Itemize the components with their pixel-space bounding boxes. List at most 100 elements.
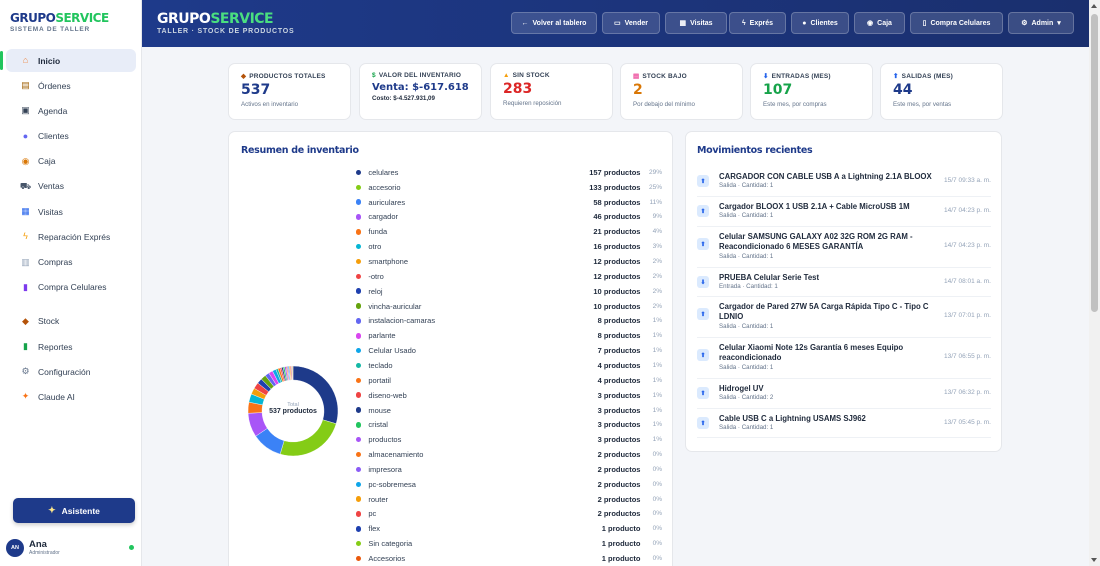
legend-dot [356, 526, 362, 532]
sidebar-item-clientes[interactable]: ● Clientes [6, 125, 136, 148]
legend-dot [356, 466, 362, 473]
legend-dot [356, 229, 362, 235]
category-count: 1 producto [601, 524, 641, 534]
movement-item[interactable]: ⬇ PRUEBA Celular Serie Test Entrada · Cant… [697, 269, 991, 297]
category-count: 12 productos [593, 257, 641, 267]
sidebar-item-compras[interactable]: ▥ Compras [6, 251, 136, 274]
legend-dot [356, 333, 362, 339]
scroll-down-arrow[interactable] [1091, 558, 1097, 562]
movement-subtext: Entrada · Cantidad: 1 [719, 283, 778, 290]
sidebar-nav: ⌂ Inicio ▤ Órdenes ▣ Agenda ● Clientes ◉ Caja ⛟ Ven… [0, 49, 142, 411]
movement-item[interactable]: ⬆ Cable USB C a Lightning USAMS SJ962 Sali… [697, 410, 991, 438]
header-compra-celulares-button[interactable]: ▯ Compra Celulares [910, 12, 1003, 34]
arrow-in-icon: ⬇ [763, 73, 769, 80]
scroll-up-arrow[interactable] [1091, 4, 1097, 8]
header-caja-button[interactable]: ◉ Caja [854, 12, 905, 34]
sidebar-item-label: Compras [38, 257, 73, 267]
stat-value: Venta: $-617.618 [372, 82, 469, 93]
category-count: 4 productos [597, 360, 641, 370]
sidebar-item-visitas[interactable]: ▦ Visitas [6, 200, 136, 223]
category-percent: 0% [652, 451, 663, 459]
inventory-category-row: portatil 4 productos 1% [356, 373, 662, 388]
inventory-category-row: diseno-web 3 productos 1% [356, 388, 662, 403]
home-icon: ⌂ [22, 55, 29, 65]
movement-item[interactable]: ⬆ CARGADOR CON CABLE USB A a Lightning 2.… [697, 168, 991, 197]
legend-dot [356, 422, 362, 428]
arrow-out-icon: ⬆ [697, 387, 709, 399]
category-count: 16 productos [593, 242, 641, 252]
sidebar-item-label: Claude AI [38, 391, 75, 402]
movement-item[interactable]: ⬆ Cargador BLOOX 1 USB 2.1A + Cable Micro… [697, 198, 991, 227]
sidebar-item-stock[interactable]: ◆ Stock [6, 310, 136, 333]
movement-subtext: Salida · Cantidad: 1 [719, 253, 774, 260]
category-percent: 1% [652, 421, 663, 429]
category-count: 12 productos [593, 271, 641, 281]
inventory-category-row: impresora 2 productos 0% [356, 462, 662, 477]
sidebar-item-reparacion-expres[interactable]: ϟ Reparación Exprés [6, 225, 136, 248]
arrow-left-icon: ← [521, 19, 529, 27]
header-button-label: Caja [877, 19, 892, 27]
stat-subtext: Requieren reposición [503, 100, 562, 107]
movement-item[interactable]: ⬆ Cargador de Pared 27W 5A Carga Rápida T… [697, 298, 991, 338]
header-button-label: Visitas [690, 19, 713, 27]
movement-item[interactable]: ⬆ Hidrogel UV Salida · Cantidad: 2 13/7 06:… [697, 380, 991, 409]
stat-subtext: Este mes, por ventas [893, 101, 952, 108]
scrollbar-thumb[interactable] [1091, 14, 1098, 312]
sidebar-item-compra-celulares[interactable]: ▮ Compra Celulares [6, 276, 136, 299]
arrow-out-icon: ⬆ [697, 417, 709, 429]
inventory-category-row: productos 3 productos 1% [356, 432, 662, 447]
assistant-button[interactable]: ✦ Asistente [13, 498, 135, 523]
category-percent: 0% [652, 495, 663, 503]
inventory-summary-panel [228, 131, 673, 566]
header-expres-button[interactable]: ϟ Exprés [729, 12, 786, 34]
header-button-label: Vender [624, 19, 648, 27]
sidebar-item-ventas[interactable]: ⛟ Ventas [6, 175, 136, 198]
stat-value: 107 [763, 82, 793, 98]
legend-dot [356, 169, 362, 176]
header-vender-button[interactable]: ▭ Vender [602, 12, 660, 34]
user-profile[interactable]: AN Ana Administrador [6, 538, 136, 558]
sidebar-item-configuracion[interactable]: ⚙ Configuración [6, 360, 136, 383]
sparkle-icon: ✦ [48, 505, 56, 515]
inventory-category-row: cargador 46 productos 9% [356, 210, 662, 225]
header-admin-button[interactable]: ⚙ Admin ▾ [1008, 12, 1074, 34]
sidebar-item-label: Agenda [38, 105, 68, 116]
stat-label: ⬇ ENTRADAS (MES) [763, 72, 831, 81]
category-percent: 1% [652, 332, 663, 340]
sidebar-item-caja[interactable]: ◉ Caja [6, 150, 136, 173]
category-name: mouse [368, 405, 391, 415]
movement-item[interactable]: ⬆ Celular Xiaomi Note 12s Garantía 6 mese… [697, 339, 991, 379]
bolt-icon: ϟ [741, 19, 746, 27]
category-count: 58 productos [593, 197, 641, 207]
legend-dot [356, 303, 362, 309]
sidebar-item-label: Órdenes [38, 80, 71, 91]
inventory-donut-chart [247, 365, 339, 457]
movement-title: Celular Xiaomi Note 12s Garantía 6 meses… [719, 343, 904, 362]
header-clientes-button[interactable]: ● Clientes [791, 12, 849, 34]
category-count: 1 producto [601, 539, 641, 549]
sidebar-item-ordenes[interactable]: ▤ Órdenes [6, 74, 136, 97]
sidebar-item-reportes[interactable]: ▮ Reportes [6, 335, 136, 358]
legend-dot [356, 496, 362, 502]
header-visitas-button[interactable]: ▦ Visitas [665, 12, 727, 34]
sidebar-item-inicio[interactable]: ⌂ Inicio [0, 49, 136, 72]
arrow-out-icon: ⬆ [697, 205, 709, 217]
sidebar-item-claude-ai[interactable]: ✦ Claude AI [6, 385, 136, 408]
stat-label: ▤ STOCK BAJO [633, 72, 687, 81]
category-count: 3 productos [597, 435, 641, 445]
brand-logo[interactable]: GRUPOSERVICE SISTEMA DE TALLER [0, 0, 141, 46]
receipt-icon: ▥ [21, 256, 30, 267]
category-percent: 0% [652, 540, 663, 548]
category-count: 1 producto [601, 554, 641, 564]
legend-dot [356, 481, 362, 488]
stat-subtext: Activos en inventario [241, 101, 299, 108]
stat-value: 537 [241, 82, 271, 98]
movement-item[interactable]: ⬆ Celular SAMSUNG GALAXY A02 32G ROM 2G R… [697, 228, 991, 268]
header-volver-al-tablero-button[interactable]: ← Volver al tablero [511, 12, 597, 34]
stat-label: ⬆ SALIDAS (MES) [893, 72, 954, 81]
sidebar-item-agenda[interactable]: ▣ Agenda [6, 99, 136, 122]
movement-timestamp: 13/7 05:45 p. m. [944, 419, 991, 426]
inventory-category-row: reloj 10 productos 2% [356, 284, 662, 299]
movement-timestamp: 13/7 06:32 p. m. [944, 389, 991, 396]
page-scrollbar[interactable] [1089, 0, 1100, 566]
